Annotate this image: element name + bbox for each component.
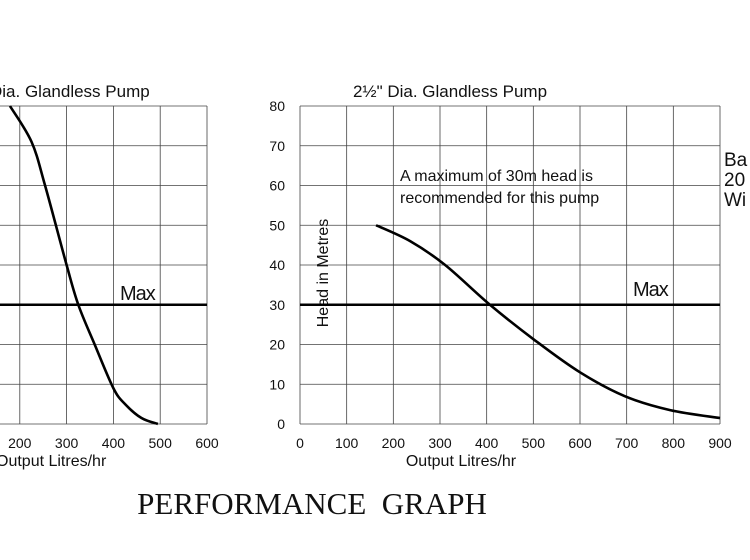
y-tick-label: 10 — [269, 376, 285, 392]
y-tick-label: 30 — [269, 297, 285, 313]
side-text-line: Wi — [724, 190, 747, 211]
max-label: Max — [120, 283, 156, 305]
x-tick-label: 800 — [662, 435, 686, 451]
performance-curve — [375, 224, 721, 420]
x-tick-label: 400 — [475, 435, 499, 451]
footer-title: PERFORMANCE GRAPH — [137, 486, 487, 521]
x-tick-label: 600 — [195, 435, 219, 451]
y-tick-label: 0 — [277, 416, 285, 432]
y-tick-label: 70 — [269, 138, 285, 154]
x-tick-label: 200 — [8, 435, 32, 451]
x-axis-label: Output Litres/hr — [0, 453, 107, 470]
x-tick-label: 400 — [102, 435, 126, 451]
y-tick-label: 60 — [269, 178, 285, 194]
y-axis-label: Head in Metres — [315, 219, 332, 328]
annotation-text: recommended for this pump — [400, 190, 599, 207]
x-tick-label: 700 — [615, 435, 639, 451]
x-tick-label: 300 — [428, 435, 452, 451]
side-text-line: Ba — [724, 150, 748, 171]
x-tick-label: 500 — [149, 435, 173, 451]
x-axis-label: Output Litres/hr — [406, 453, 517, 470]
y-tick-label: 50 — [269, 217, 285, 233]
x-tick-label: 200 — [382, 435, 406, 451]
chart-title: 2½" Dia. Glandless Pump — [353, 82, 547, 101]
x-tick-label: 100 — [335, 435, 359, 451]
chart-title: Dia. Glandless Pump — [0, 82, 150, 101]
y-tick-label: 80 — [269, 98, 285, 114]
y-tick-label: 20 — [269, 337, 285, 353]
y-tick-label: 40 — [269, 257, 285, 273]
x-tick-label: 600 — [568, 435, 592, 451]
annotation-text: A maximum of 30m head is — [400, 168, 593, 185]
performance-curve — [8, 105, 159, 426]
x-tick-label: 300 — [55, 435, 79, 451]
side-text-line: 20 — [724, 170, 746, 191]
x-tick-label: 900 — [708, 435, 732, 451]
x-tick-label: 500 — [522, 435, 546, 451]
x-tick-label: 0 — [296, 435, 304, 451]
side-text: Ba 20 Wi — [724, 151, 747, 211]
max-label: Max — [633, 279, 669, 301]
